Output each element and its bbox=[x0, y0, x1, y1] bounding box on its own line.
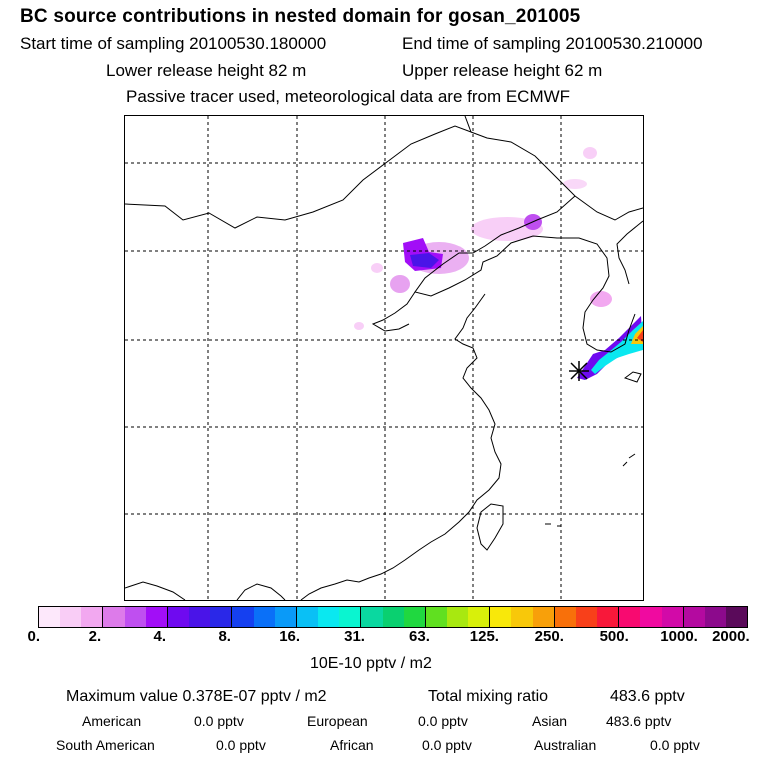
region-name: African bbox=[330, 737, 374, 753]
color-scale-tick-label: 0. bbox=[27, 628, 41, 645]
color-scale-tick-label: 125. bbox=[469, 628, 499, 645]
color-scale-cell bbox=[446, 607, 469, 627]
color-scale-cell bbox=[661, 607, 684, 627]
color-scale-cell bbox=[124, 607, 146, 627]
color-scale-cell bbox=[425, 607, 447, 627]
color-scale-tick-label: 16. bbox=[279, 628, 301, 645]
color-scale-cell bbox=[81, 607, 104, 627]
color-scale-cell bbox=[640, 607, 662, 627]
region-value: 0.0 pptv bbox=[194, 713, 244, 729]
color-scale-tick-label: 250. bbox=[534, 628, 564, 645]
color-scale-tick-label: 8. bbox=[218, 628, 231, 645]
color-scale-cell bbox=[232, 607, 254, 627]
color-scale-unit: 10E-10 pptv / m2 bbox=[310, 655, 432, 672]
color-scale-cell bbox=[39, 607, 61, 627]
color-scale-cell bbox=[726, 607, 748, 627]
color-scale-cell bbox=[468, 607, 491, 627]
color-scale-cell bbox=[554, 607, 576, 627]
color-scale-cell bbox=[167, 607, 190, 627]
maximum-value-label: Maximum value 0.378E-07 pptv / m2 bbox=[66, 688, 327, 705]
region-name: Australian bbox=[534, 737, 597, 753]
color-scale-tick-label: 63. bbox=[409, 628, 430, 645]
lower-release-label: Lower release height 82 m bbox=[106, 61, 307, 80]
release-site-star-icon bbox=[569, 361, 589, 381]
color-scale-tick-label: 2. bbox=[88, 628, 102, 645]
color-scale-cell bbox=[683, 607, 705, 627]
region-value: 0.0 pptv bbox=[418, 713, 468, 729]
color-scale-tick-label: 31. bbox=[344, 628, 365, 645]
color-scale-cell bbox=[253, 607, 275, 627]
tracer-note: Passive tracer used, meteorological data… bbox=[126, 87, 571, 106]
color-scale-cell bbox=[189, 607, 211, 627]
color-scale-tick-label: 4. bbox=[153, 628, 167, 645]
total-mixing-label: Total mixing ratio bbox=[428, 688, 549, 705]
upper-release-label: Upper release height 62 m bbox=[402, 61, 603, 80]
color-scale-cell bbox=[361, 607, 383, 627]
color-scale-cell bbox=[339, 607, 362, 627]
lat-lon-grid bbox=[125, 116, 643, 600]
color-scale-cell bbox=[103, 607, 125, 627]
coastlines bbox=[125, 116, 643, 600]
color-scale-bar bbox=[38, 606, 748, 628]
color-scale-cell bbox=[382, 607, 404, 627]
plot-title: BC source contributions in nested domain… bbox=[20, 6, 581, 27]
concentration-field bbox=[354, 147, 643, 380]
color-scale-cell bbox=[60, 607, 82, 627]
total-mixing-value: 483.6 pptv bbox=[610, 688, 685, 705]
color-scale-cell bbox=[490, 607, 512, 627]
color-scale-cell bbox=[575, 607, 598, 627]
start-time-label: Start time of sampling 20100530.180000 bbox=[20, 34, 327, 53]
color-scale-cell bbox=[704, 607, 726, 627]
region-value: 0.0 pptv bbox=[422, 737, 472, 753]
region-name: South American bbox=[56, 737, 155, 753]
color-scale-cell bbox=[597, 607, 620, 627]
map-canvas bbox=[125, 116, 643, 600]
color-scale-cell bbox=[145, 607, 168, 627]
color-scale-tick-label: 1000. bbox=[660, 628, 698, 645]
end-time-label: End time of sampling 20100530.210000 bbox=[402, 34, 703, 53]
color-scale-cell bbox=[318, 607, 340, 627]
color-scale-tick-label: 2000. bbox=[712, 628, 750, 645]
region-name: American bbox=[82, 713, 142, 729]
region-value: 483.6 pptv bbox=[606, 713, 672, 729]
color-scale-cell bbox=[296, 607, 319, 627]
color-scale-cell bbox=[403, 607, 426, 627]
color-scale-tick-label: 500. bbox=[599, 628, 629, 645]
color-scale-cell bbox=[511, 607, 533, 627]
region-value: 0.0 pptv bbox=[650, 737, 700, 753]
color-scale-cell bbox=[619, 607, 641, 627]
region-name: European bbox=[307, 713, 368, 729]
color-scale-cell bbox=[210, 607, 233, 627]
color-scale-cell bbox=[532, 607, 555, 627]
color-scale-cell bbox=[274, 607, 297, 627]
region-name: Asian bbox=[532, 713, 568, 729]
region-value: 0.0 pptv bbox=[216, 737, 266, 753]
map-panel[interactable] bbox=[124, 115, 644, 601]
